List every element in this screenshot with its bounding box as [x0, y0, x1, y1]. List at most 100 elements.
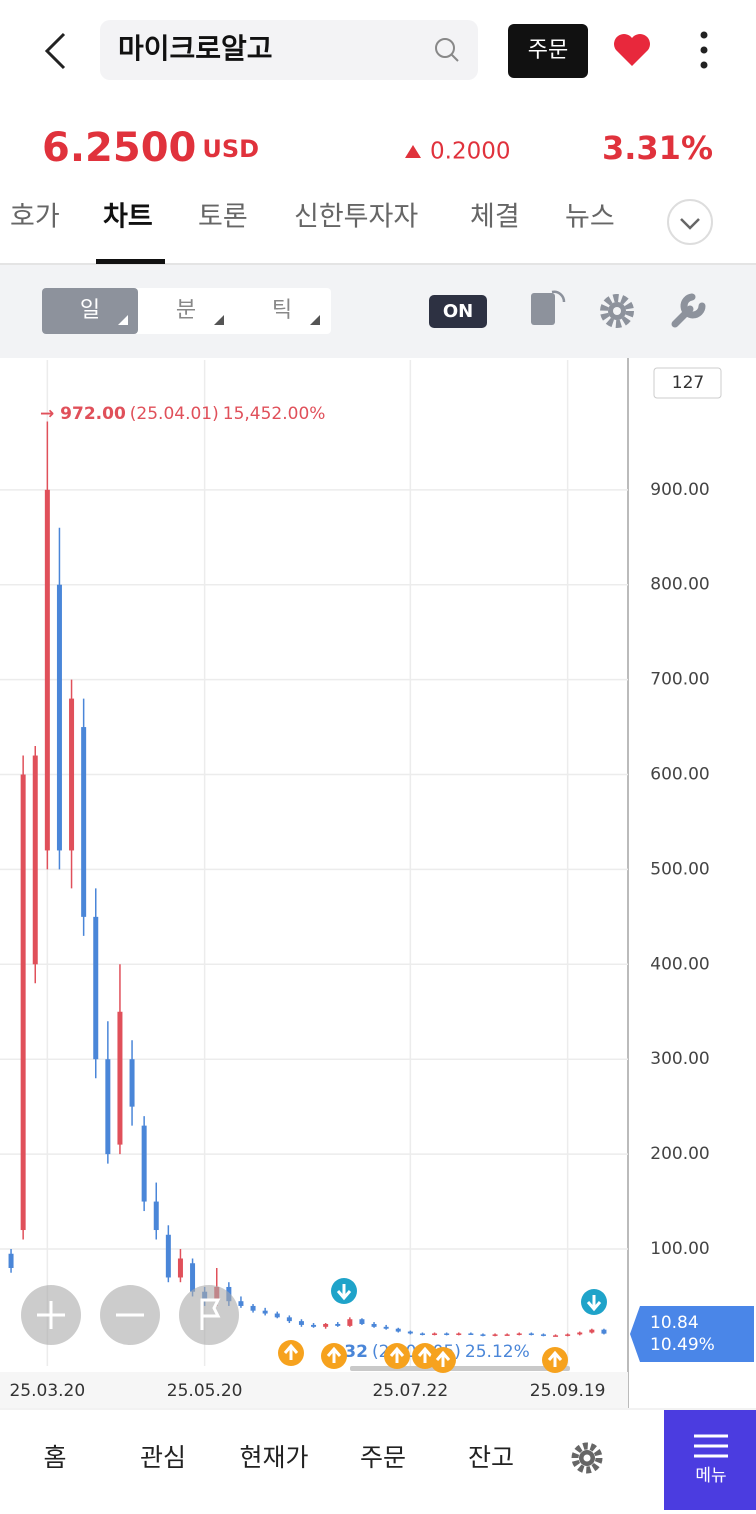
nav-item[interactable]: 잔고	[468, 1443, 514, 1472]
candle-body	[371, 1323, 377, 1327]
back-button[interactable]	[44, 32, 66, 70]
search-icon-handle	[450, 53, 459, 62]
last-change: 10.49%	[650, 1335, 715, 1355]
candle-body	[165, 1234, 171, 1278]
candle-body	[105, 1059, 111, 1155]
stock-name: 마이크로알고	[118, 32, 273, 65]
search-icon[interactable]	[435, 38, 455, 58]
buy-arrow	[326, 1346, 342, 1363]
tab[interactable]: 신한투자자	[294, 202, 418, 233]
period-option[interactable]: 틱	[272, 298, 292, 323]
zoom-icons	[37, 1301, 144, 1329]
x-tick-label: 25.09.19	[530, 1381, 606, 1401]
settings-icon[interactable]	[600, 294, 634, 328]
candle-body	[601, 1329, 607, 1334]
candle-body	[589, 1329, 595, 1333]
candle-body	[323, 1323, 329, 1327]
sell-arrow	[586, 1295, 602, 1312]
more-menu[interactable]	[700, 31, 708, 69]
price-value: 6.2500	[42, 125, 196, 171]
search-box[interactable]	[100, 20, 478, 80]
candle-body	[20, 774, 26, 1231]
candle-body	[44, 489, 50, 851]
settings-icon-hole	[613, 307, 621, 315]
candle-body	[93, 916, 99, 1060]
scrollbar[interactable]	[350, 1366, 570, 1371]
candle-body	[347, 1319, 353, 1326]
candle-body	[419, 1333, 425, 1335]
x-tick-label: 25.05.20	[167, 1381, 243, 1401]
order-button[interactable]	[508, 24, 588, 78]
buy-arrow	[283, 1343, 299, 1360]
candle-body	[395, 1328, 401, 1332]
tab[interactable]: 뉴스	[565, 202, 615, 233]
candle-body	[298, 1321, 304, 1325]
candle-body	[250, 1305, 256, 1311]
candle-body	[177, 1258, 183, 1278]
candle-body	[8, 1253, 14, 1268]
tab-expand[interactable]	[667, 199, 713, 245]
tools-icon[interactable]	[671, 293, 706, 328]
candle-body	[359, 1319, 365, 1324]
candle-body	[516, 1333, 522, 1335]
candle-body	[504, 1334, 510, 1336]
y-tick-label: 200.00	[650, 1144, 709, 1164]
flag-icon	[200, 1298, 221, 1330]
candle-body	[335, 1323, 341, 1326]
candle-body	[565, 1334, 571, 1336]
last-price: 10.84	[650, 1313, 699, 1333]
tab[interactable]: 차트	[103, 202, 153, 233]
candle-body	[274, 1313, 280, 1318]
dropdown-mark	[214, 315, 224, 325]
candle-body	[262, 1310, 268, 1314]
buy-arrow	[417, 1346, 433, 1363]
buy-arrow	[435, 1350, 451, 1367]
y-tick-label: 600.00	[650, 765, 709, 785]
last-price-box	[630, 1306, 754, 1362]
x-tick-label: 25.03.20	[9, 1381, 85, 1401]
x-tick-label: 25.07.22	[372, 1381, 448, 1401]
nav-item[interactable]: 홈	[43, 1443, 66, 1472]
favorite-icon[interactable]	[614, 34, 650, 66]
candle-body	[238, 1301, 244, 1306]
period-option[interactable]: 일	[80, 298, 100, 323]
candle-body	[468, 1333, 474, 1335]
candle-body	[153, 1201, 159, 1231]
tab[interactable]: 호가	[10, 202, 60, 233]
nav-item[interactable]: 주문	[360, 1443, 406, 1472]
y-tick-label: 900.00	[650, 480, 709, 500]
dropdown-mark	[310, 315, 320, 325]
y-tick-label: 700.00	[650, 670, 709, 690]
candle-body	[432, 1333, 438, 1335]
order-button-label: 주문	[528, 38, 568, 63]
rotate-arrow	[551, 290, 566, 303]
high-change: 15,452.00%	[223, 404, 326, 424]
rotate-icon[interactable]	[531, 293, 555, 325]
arrow: →	[40, 404, 60, 424]
period-option[interactable]: 분	[176, 298, 196, 323]
menu-button[interactable]	[664, 1410, 756, 1510]
toggle-badge[interactable]	[429, 295, 487, 328]
candle-body	[141, 1125, 147, 1202]
up-triangle	[405, 145, 421, 158]
sell-arrow	[336, 1284, 352, 1301]
chart: 100.00 200.00 300.00 400.00 500.00 600.00 700.…	[0, 360, 710, 1401]
change: 0.2000	[430, 139, 510, 165]
tab[interactable]: 체결	[470, 202, 520, 233]
y-tick-label: 800.00	[650, 575, 709, 595]
indicator-box	[653, 367, 722, 399]
candle-body	[480, 1334, 486, 1336]
tab-underline	[96, 259, 165, 264]
nav-item[interactable]: 관심	[140, 1443, 186, 1472]
tab[interactable]: 토론	[198, 202, 248, 233]
candle-body	[129, 1059, 135, 1107]
nav-item[interactable]: 현재가	[239, 1443, 308, 1472]
period-selected	[42, 288, 138, 334]
nav-settings[interactable]	[571, 1442, 603, 1474]
bottom-nav: 홈 관심 현재가 주문 잔고	[43, 1443, 514, 1472]
tab-expand-chevron	[680, 218, 700, 230]
buy-arrow	[547, 1350, 563, 1367]
candle-body	[383, 1326, 389, 1329]
indicator-value: 127	[672, 373, 704, 393]
